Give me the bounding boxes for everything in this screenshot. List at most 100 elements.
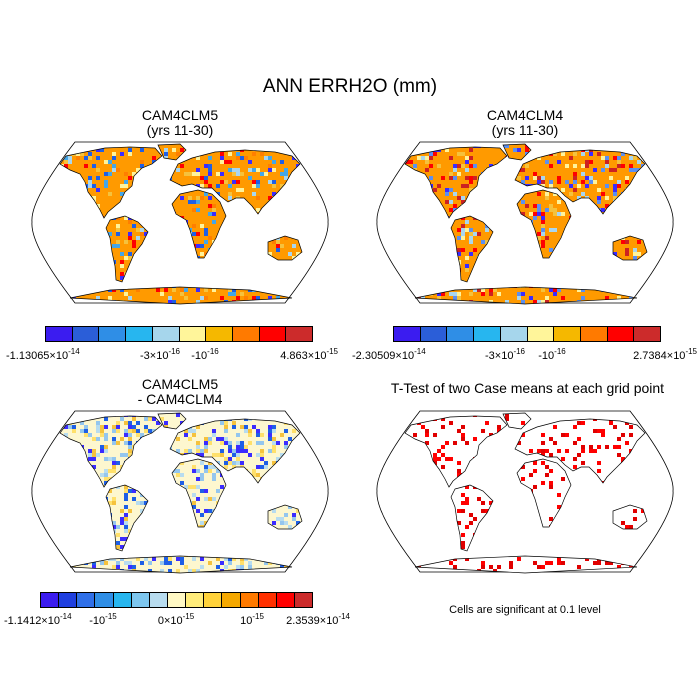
grid-cell (465, 264, 469, 268)
grid-cell (573, 465, 577, 469)
grid-cell (625, 240, 629, 244)
coastline-australia (612, 235, 648, 261)
grid-cell (453, 192, 457, 196)
grid-cell (328, 453, 330, 457)
grid-cell (252, 184, 256, 188)
grid-cell (569, 192, 573, 196)
grid-cell (613, 168, 617, 172)
grid-cell (328, 292, 330, 296)
grid-cell (605, 445, 609, 449)
grid-cell (312, 433, 316, 437)
coastline-south-america (105, 215, 149, 283)
grid-cell (164, 561, 168, 565)
grid-cell (36, 272, 40, 276)
grid-cell (124, 292, 128, 296)
grid-cell (537, 176, 541, 180)
grid-cell (44, 272, 48, 276)
grid-cell (597, 200, 601, 204)
grid-cell (453, 292, 457, 296)
grid-cell (124, 429, 128, 433)
grid-cell (176, 569, 180, 573)
grid-cell (461, 164, 465, 168)
grid-cell (248, 441, 252, 445)
grid-cell (196, 509, 200, 513)
grid-cell (180, 557, 184, 561)
grid-cell (328, 513, 330, 517)
grid-cell (236, 156, 240, 160)
grid-cell (389, 168, 393, 172)
grid-cell (32, 461, 36, 465)
grid-cell (577, 453, 581, 457)
grid-cell (288, 525, 292, 529)
grid-cell (385, 152, 389, 156)
grid-cell (140, 148, 144, 152)
grid-cell (32, 272, 36, 276)
grid-cell (457, 573, 461, 574)
grid-cell (609, 421, 613, 425)
grid-cell (288, 505, 292, 509)
colorbar-swatch (126, 327, 153, 341)
grid-cell (200, 521, 204, 525)
grid-cell (537, 180, 541, 184)
grid-cell (328, 569, 330, 573)
grid-cell (661, 296, 665, 300)
grid-cell (192, 485, 196, 489)
grid-cell (220, 296, 224, 300)
grid-cell (553, 212, 557, 216)
grid-cell (545, 473, 549, 477)
grid-cell (389, 429, 393, 433)
grid-cell (489, 501, 493, 505)
grid-cell (617, 437, 621, 441)
grid-cell (48, 553, 52, 557)
grid-cell (60, 557, 64, 561)
grid-cell (100, 445, 104, 449)
grid-cell (36, 421, 40, 425)
grid-cell (88, 457, 92, 461)
grid-cell (204, 176, 208, 180)
grid-cell (124, 529, 128, 533)
grid-cell (232, 292, 236, 296)
grid-cell (296, 569, 300, 573)
grid-cell (200, 252, 204, 256)
grid-cell (200, 477, 204, 481)
grid-cell (661, 168, 665, 172)
grid-cell (461, 236, 465, 240)
panel-2-colorbar (393, 326, 661, 342)
grid-cell (140, 573, 144, 574)
grid-cell (589, 449, 593, 453)
grid-cell (449, 292, 453, 296)
grid-cell (320, 304, 324, 305)
grid-cell (236, 453, 240, 457)
grid-cell (465, 485, 469, 489)
grid-cell (212, 429, 216, 433)
grid-cell (421, 304, 425, 305)
grid-cell (120, 276, 124, 280)
grid-cell (228, 288, 232, 292)
coastline-eurasia (514, 149, 646, 215)
grid-cell (545, 160, 549, 164)
grid-cell (537, 300, 541, 304)
grid-cell (457, 248, 461, 252)
grid-cell (272, 441, 276, 445)
grid-cell (529, 212, 533, 216)
grid-cell (397, 553, 401, 557)
grid-cell (385, 276, 389, 280)
grid-cell (541, 228, 545, 232)
grid-cell (589, 160, 593, 164)
grid-cell (188, 437, 192, 441)
grid-cell (108, 296, 112, 300)
grid-cell (461, 228, 465, 232)
grid-cell (653, 144, 657, 148)
grid-cell (441, 292, 445, 296)
grid-cell (32, 449, 36, 453)
grid-cell (316, 541, 320, 545)
grid-cell (68, 160, 72, 164)
grid-cell (393, 304, 397, 305)
grid-cell (469, 188, 473, 192)
grid-cell (224, 461, 228, 465)
grid-cell (473, 232, 477, 236)
grid-cell (136, 429, 140, 433)
grid-cell (208, 497, 212, 501)
grid-cell (457, 292, 461, 296)
grid-cell (377, 196, 381, 200)
